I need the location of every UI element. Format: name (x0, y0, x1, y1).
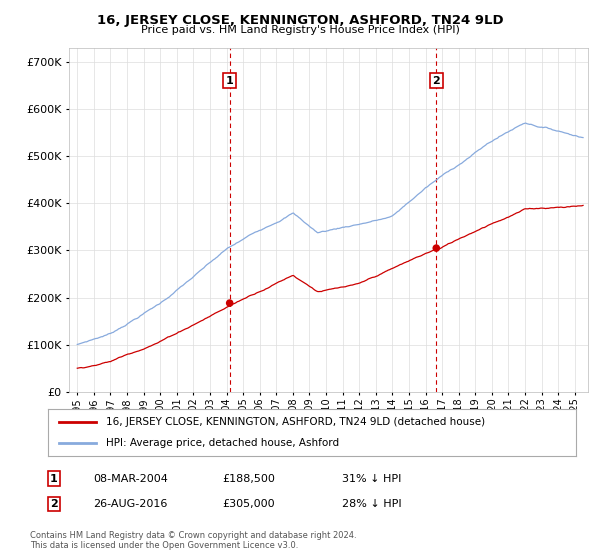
Text: Contains HM Land Registry data © Crown copyright and database right 2024.: Contains HM Land Registry data © Crown c… (30, 531, 356, 540)
Text: 08-MAR-2004: 08-MAR-2004 (93, 474, 168, 484)
Text: £188,500: £188,500 (222, 474, 275, 484)
Text: 2: 2 (50, 499, 58, 509)
Text: 31% ↓ HPI: 31% ↓ HPI (342, 474, 401, 484)
Text: 26-AUG-2016: 26-AUG-2016 (93, 499, 167, 509)
Text: 1: 1 (50, 474, 58, 484)
Text: 16, JERSEY CLOSE, KENNINGTON, ASHFORD, TN24 9LD (detached house): 16, JERSEY CLOSE, KENNINGTON, ASHFORD, T… (106, 417, 485, 427)
Text: HPI: Average price, detached house, Ashford: HPI: Average price, detached house, Ashf… (106, 438, 339, 448)
Text: 1: 1 (226, 76, 233, 86)
Text: Price paid vs. HM Land Registry's House Price Index (HPI): Price paid vs. HM Land Registry's House … (140, 25, 460, 35)
Text: 2: 2 (433, 76, 440, 86)
Text: This data is licensed under the Open Government Licence v3.0.: This data is licensed under the Open Gov… (30, 541, 298, 550)
Point (431, 244, 441, 253)
Text: 16, JERSEY CLOSE, KENNINGTON, ASHFORD, TN24 9LD: 16, JERSEY CLOSE, KENNINGTON, ASHFORD, T… (97, 14, 503, 27)
Point (225, 298, 235, 307)
Text: 28% ↓ HPI: 28% ↓ HPI (342, 499, 401, 509)
Text: £305,000: £305,000 (222, 499, 275, 509)
